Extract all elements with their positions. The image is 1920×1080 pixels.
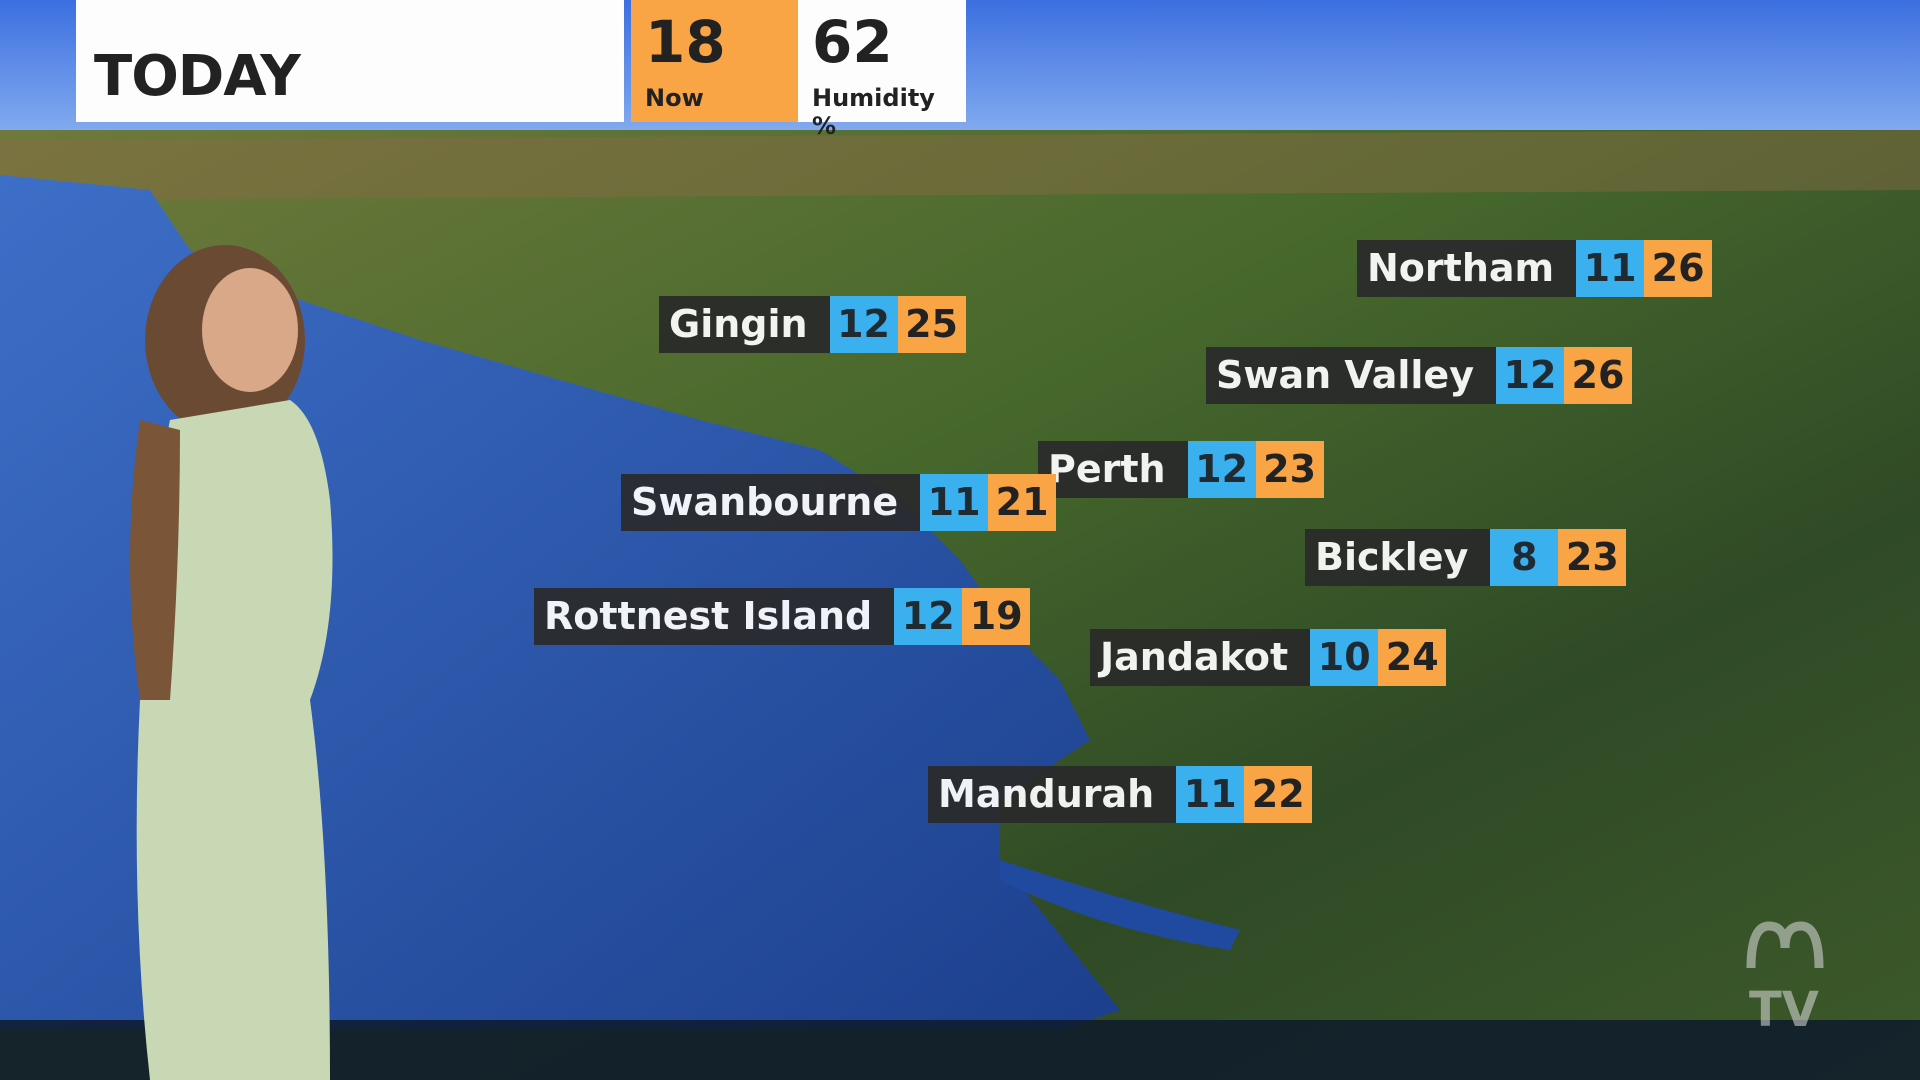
min-temp: 11 <box>1576 240 1645 297</box>
horizon-haze <box>0 130 1920 200</box>
location-name: Perth <box>1038 441 1188 498</box>
location-name: Mandurah <box>928 766 1177 823</box>
min-temp: 12 <box>829 296 898 353</box>
location-label-bickley: Bickley 8 23 <box>1305 529 1627 586</box>
current-temp-label: Now <box>645 84 704 112</box>
location-name: Jandakot <box>1090 629 1311 686</box>
abc-tv-logo: TV <box>1746 921 1824 1033</box>
location-label-swan-valley: Swan Valley 12 26 <box>1206 347 1632 404</box>
current-temp-value: 18 <box>645 8 726 76</box>
min-temp: 12 <box>894 588 963 645</box>
max-temp: 24 <box>1378 629 1447 686</box>
min-temp: 11 <box>920 474 989 531</box>
location-name: Gingin <box>659 296 830 353</box>
max-temp: 23 <box>1558 529 1627 586</box>
max-temp: 25 <box>897 296 966 353</box>
humidity-value: 62 <box>812 8 893 76</box>
min-temp: 12 <box>1495 347 1564 404</box>
location-name: Swanbourne <box>621 474 921 531</box>
location-name: Rottnest Island <box>534 588 895 645</box>
max-temp: 22 <box>1244 766 1313 823</box>
min-temp: 10 <box>1310 629 1379 686</box>
location-name: Bickley <box>1305 529 1491 586</box>
current-temp-panel: 18 Now <box>631 0 798 122</box>
location-label-jandakot: Jandakot 10 24 <box>1090 629 1447 686</box>
today-title: TODAY <box>94 44 301 109</box>
min-temp: 12 <box>1187 441 1256 498</box>
location-label-swanbourne: Swanbourne 11 21 <box>621 474 1057 531</box>
max-temp: 26 <box>1644 240 1713 297</box>
svg-text:TV: TV <box>1749 982 1819 1033</box>
location-label-rottnest-island: Rottnest Island 12 19 <box>534 588 1031 645</box>
min-temp: 11 <box>1176 766 1245 823</box>
max-temp: 21 <box>988 474 1057 531</box>
presenter <box>130 245 333 1080</box>
humidity-panel: 62 Humidity % <box>798 0 966 140</box>
today-panel <box>76 0 624 122</box>
location-label-mandurah: Mandurah 11 22 <box>928 766 1313 823</box>
location-name: Swan Valley <box>1206 347 1496 404</box>
location-label-perth: Perth 12 23 <box>1038 441 1324 498</box>
location-label-northam: Northam 11 26 <box>1357 240 1713 297</box>
peel-inlet <box>1000 860 1240 950</box>
min-temp: 8 <box>1490 529 1559 586</box>
max-temp: 19 <box>962 588 1031 645</box>
max-temp: 23 <box>1255 441 1324 498</box>
humidity-label: Humidity % <box>812 84 935 140</box>
max-temp: 26 <box>1563 347 1632 404</box>
location-name: Northam <box>1357 240 1577 297</box>
location-label-gingin: Gingin 12 25 <box>659 296 966 353</box>
